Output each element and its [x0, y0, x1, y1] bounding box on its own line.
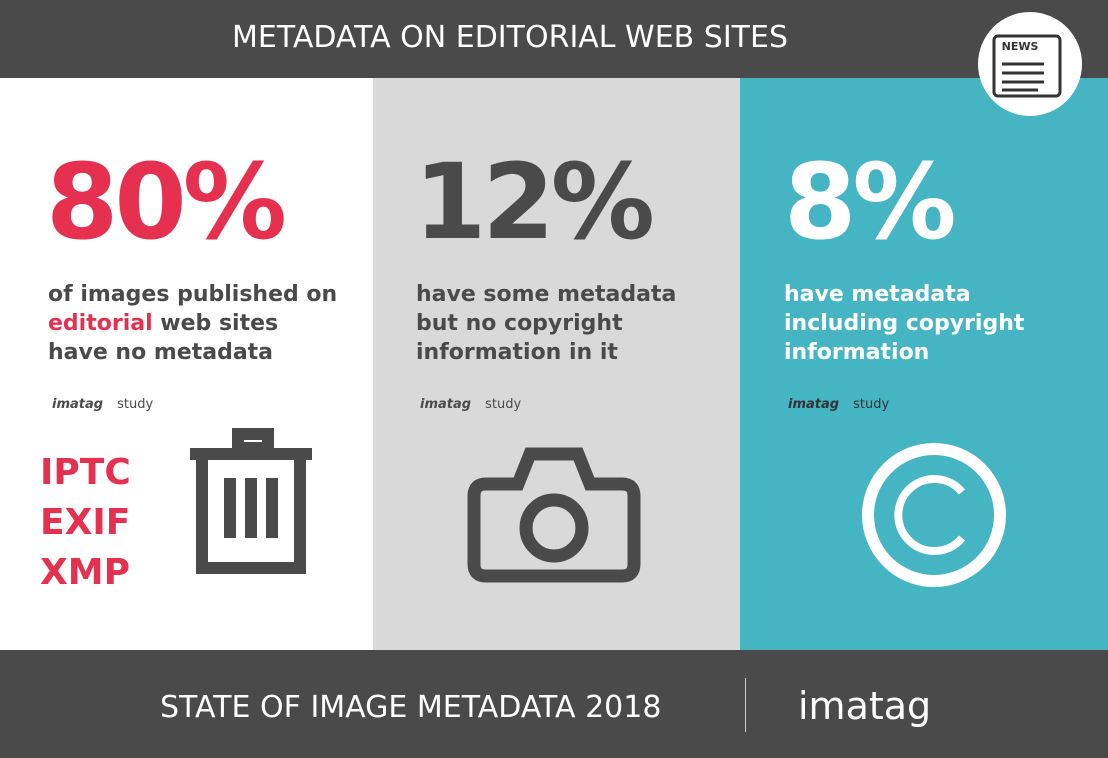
brand: imatag — [788, 397, 840, 412]
stat: 12% — [414, 141, 655, 263]
tags: IPTC EXIF XMP — [40, 448, 131, 598]
copyright-icon — [862, 443, 1006, 587]
footer-band — [0, 650, 1108, 758]
label: study — [485, 397, 522, 412]
source: imatag study — [420, 397, 521, 412]
badge-text: NEWS — [1002, 40, 1039, 53]
camera-icon — [467, 447, 641, 583]
highlight: editorial — [48, 311, 153, 336]
text: of images published on — [48, 282, 338, 307]
description: have metadata including copyright inform… — [784, 282, 1025, 365]
brand: imatag — [52, 397, 104, 412]
divider — [745, 678, 746, 732]
stat: 8% — [784, 141, 957, 263]
header-band — [0, 0, 1108, 78]
description: have some metadata but no copyright info… — [416, 282, 677, 365]
source: imatag study — [52, 397, 153, 412]
lines — [1002, 62, 1044, 92]
panel — [740, 78, 1108, 650]
tag: XMP — [40, 552, 130, 593]
description: of images published on editorial web sit… — [48, 280, 338, 367]
footer-title: STATE OF IMAGE METADATA 2018 — [160, 690, 662, 725]
source: imatag study — [788, 397, 889, 412]
trash-icon — [190, 428, 312, 574]
news-icon: NEWS — [978, 12, 1082, 116]
tag: EXIF — [40, 502, 131, 543]
stat: 80% — [46, 141, 287, 263]
tag: IPTC — [40, 452, 131, 493]
text: web sites have no metadata — [48, 311, 279, 365]
footer-brand: imatag — [798, 684, 932, 728]
panel — [0, 78, 373, 650]
brand: imatag — [420, 397, 472, 412]
label: study — [853, 397, 890, 412]
label: study — [117, 397, 154, 412]
title: METADATA ON EDITORIAL WEB SITES — [231, 20, 789, 55]
paper — [992, 34, 1062, 98]
